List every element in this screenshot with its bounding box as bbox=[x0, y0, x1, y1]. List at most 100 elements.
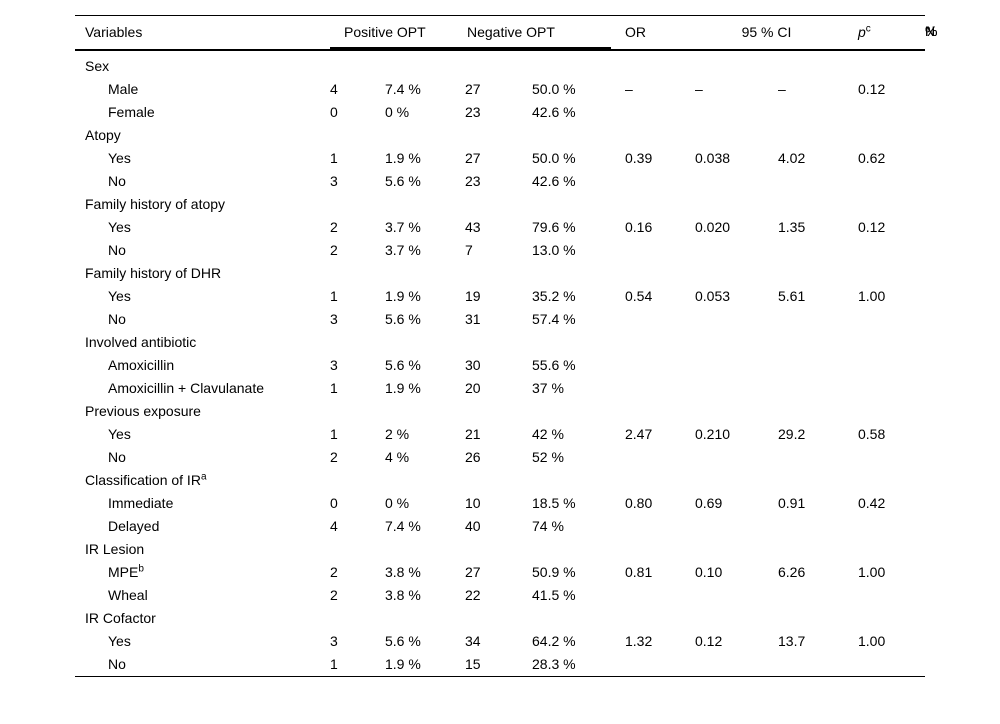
cell-p bbox=[858, 515, 925, 538]
cell-p bbox=[858, 170, 925, 193]
cell-n-negative: 31 bbox=[465, 311, 481, 327]
col-header-positive-opt: Positive OPT bbox=[344, 24, 426, 40]
cell-n-negative: 26 bbox=[465, 449, 481, 465]
p-header-letter: p bbox=[858, 24, 866, 40]
cell-pct-positive: 3.8 % bbox=[385, 564, 421, 580]
cell-n-positive: 2 bbox=[330, 242, 338, 258]
row-label: Yes bbox=[108, 219, 131, 235]
data-row: No 2 3.7 % 7 13.0 % bbox=[75, 239, 925, 262]
cell-pct-positive: 5.6 % bbox=[385, 173, 421, 189]
data-row: Amoxicillin 3 5.6 % 30 55.6 % bbox=[75, 354, 925, 377]
section-row: Family history of atopy bbox=[75, 193, 925, 216]
section-row: Previous exposure bbox=[75, 400, 925, 423]
cell-ci-low bbox=[695, 101, 778, 124]
cell-n-positive: 2 bbox=[330, 449, 338, 465]
cell-n-negative: 43 bbox=[465, 219, 481, 235]
cell-pct-positive: 1.9 % bbox=[385, 656, 421, 672]
section-row: IR Lesion bbox=[75, 538, 925, 561]
cell-ci-low: 0.210 bbox=[695, 426, 731, 442]
header-row-sub: N% N% bbox=[925, 22, 938, 39]
data-row: No 2 4 % 26 52 % bbox=[75, 446, 925, 469]
p-header-superscript: c bbox=[865, 23, 871, 35]
cell-ci-low bbox=[695, 239, 778, 262]
cell-ci-low bbox=[695, 515, 778, 538]
data-row: Yes 1 1.9 % 19 35.2 % 0.54 0.053 5.61 1.00 bbox=[75, 285, 925, 308]
cell-n-negative: 22 bbox=[465, 587, 481, 603]
col-header-negative-opt: Negative OPT bbox=[467, 24, 555, 40]
cell-n-positive: 2 bbox=[330, 587, 338, 603]
cell-n-negative: 23 bbox=[465, 104, 481, 120]
cell-pct-negative: 79.6 % bbox=[532, 219, 576, 235]
section-label: Involved antibiotic bbox=[85, 334, 197, 350]
row-label: No bbox=[108, 311, 126, 327]
cell-ci-high: – bbox=[778, 81, 786, 97]
cell-p bbox=[858, 653, 925, 677]
cell-or bbox=[625, 354, 695, 377]
cell-pct-negative: 35.2 % bbox=[532, 288, 576, 304]
cell-pct-positive: 7.4 % bbox=[385, 518, 421, 534]
cell-pct-negative: 64.2 % bbox=[532, 633, 576, 649]
cell-n-positive: 3 bbox=[330, 173, 338, 189]
cell-n-positive: 2 bbox=[330, 219, 338, 235]
cell-n-negative: 19 bbox=[465, 288, 481, 304]
cell-or: 0.16 bbox=[625, 219, 653, 235]
cell-p bbox=[858, 101, 925, 124]
opt-group-underline: Positive OPT Negative OPT bbox=[330, 24, 611, 49]
cell-pct-positive: 7.4 % bbox=[385, 81, 421, 97]
cell-ci-low bbox=[695, 584, 778, 607]
cell-pct-negative: 18.5 % bbox=[532, 495, 576, 511]
cell-pct-positive: 1.9 % bbox=[385, 150, 421, 166]
row-label: Yes bbox=[108, 288, 131, 304]
cell-n-positive: 1 bbox=[330, 426, 338, 442]
data-row: No 3 5.6 % 31 57.4 % bbox=[75, 308, 925, 331]
row-label: Immediate bbox=[108, 495, 174, 511]
row-label: Delayed bbox=[108, 518, 160, 534]
cell-or bbox=[625, 446, 695, 469]
cell-pct-positive: 1.9 % bbox=[385, 380, 421, 396]
data-row: Immediate 0 0 % 10 18.5 % 0.80 0.69 0.91 0.42 bbox=[75, 492, 925, 515]
row-label: Amoxicillin + Clavulanate bbox=[108, 380, 265, 396]
data-row: MPEb 2 3.8 % 27 50.9 % 0.81 0.10 6.26 1.00 bbox=[75, 561, 925, 584]
cell-n-positive: 1 bbox=[330, 288, 338, 304]
cell-ci-low: 0.12 bbox=[695, 633, 723, 649]
section-row: Involved antibiotic bbox=[75, 331, 925, 354]
cell-p bbox=[858, 354, 925, 377]
cell-pct-negative: 52 % bbox=[532, 449, 564, 465]
cell-p bbox=[858, 308, 925, 331]
cell-p: 0.12 bbox=[858, 219, 886, 235]
cell-p bbox=[858, 584, 925, 607]
cell-pct-positive: 3.8 % bbox=[385, 587, 421, 603]
cell-ci-low: 0.053 bbox=[695, 288, 731, 304]
results-table: Variables Positive OPT Negative OPT OR 9… bbox=[75, 15, 938, 677]
cell-pct-negative: 57.4 % bbox=[532, 311, 576, 327]
cell-ci-high bbox=[778, 170, 858, 193]
section-label: IR Lesion bbox=[85, 541, 145, 557]
cell-n-positive: 3 bbox=[330, 357, 338, 373]
data-row: Yes 3 5.6 % 34 64.2 % 1.32 0.12 13.7 1.00 bbox=[75, 630, 925, 653]
cell-p bbox=[858, 446, 925, 469]
col-header-or: OR bbox=[625, 15, 695, 51]
cell-ci-low: 0.10 bbox=[695, 564, 723, 580]
cell-pct-positive: 5.6 % bbox=[385, 311, 421, 327]
cell-ci-low: 0.038 bbox=[695, 150, 731, 166]
cell-ci-low bbox=[695, 446, 778, 469]
cell-ci-high: 5.61 bbox=[778, 288, 806, 304]
cell-n-negative: 21 bbox=[465, 426, 481, 442]
cell-n-negative: 20 bbox=[465, 380, 481, 396]
cell-ci-high: 6.26 bbox=[778, 564, 806, 580]
cell-pct-negative: 42.6 % bbox=[532, 104, 576, 120]
cell-or bbox=[625, 308, 695, 331]
cell-or bbox=[625, 584, 695, 607]
cell-n-positive: 1 bbox=[330, 150, 338, 166]
cell-pct-negative: 50.0 % bbox=[532, 150, 576, 166]
cell-pct-negative: 41.5 % bbox=[532, 587, 576, 603]
cell-ci-high bbox=[778, 653, 858, 677]
cell-n-negative: 7 bbox=[465, 242, 473, 258]
section-label: Classification of IRa bbox=[85, 471, 207, 488]
row-label: No bbox=[108, 656, 126, 672]
section-row: Atopy bbox=[75, 124, 925, 147]
cell-or bbox=[625, 101, 695, 124]
cell-ci-low: 0.69 bbox=[695, 495, 723, 511]
data-row: Yes 2 3.7 % 43 79.6 % 0.16 0.020 1.35 0.12 bbox=[75, 216, 925, 239]
cell-ci-high: 13.7 bbox=[778, 633, 806, 649]
